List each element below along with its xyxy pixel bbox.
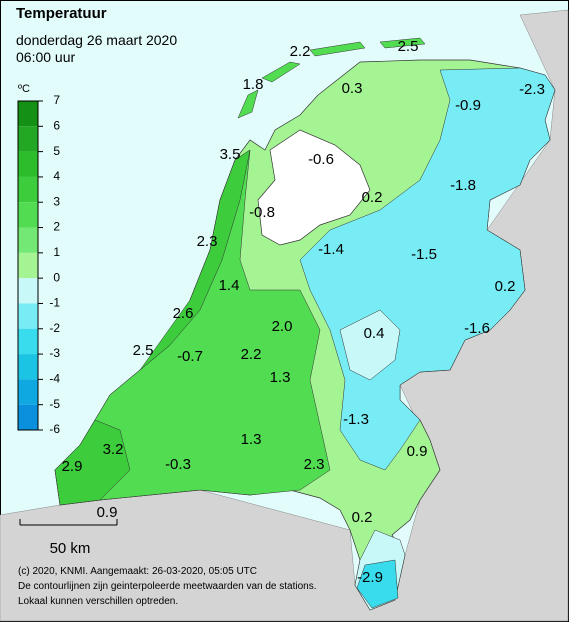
station-value: 2.9 bbox=[62, 458, 83, 475]
islands bbox=[237, 37, 426, 119]
legend-swatch bbox=[18, 328, 38, 355]
station-value: 2.5 bbox=[398, 38, 419, 55]
legend-label: 0 bbox=[53, 270, 60, 284]
station-value: -0.3 bbox=[165, 456, 191, 473]
warm-zone bbox=[54, 419, 131, 506]
warm-zone bbox=[139, 149, 251, 371]
legend-swatch bbox=[18, 278, 38, 304]
scale-label: 50 km bbox=[50, 540, 91, 557]
station-value: 0.3 bbox=[342, 80, 363, 97]
station-value: -0.8 bbox=[249, 204, 275, 221]
legend-label: -6 bbox=[49, 422, 60, 436]
station-value: -0.7 bbox=[177, 348, 203, 365]
station-value: -1.8 bbox=[450, 177, 476, 194]
cold-zone bbox=[356, 559, 399, 609]
legend-swatch bbox=[18, 379, 38, 405]
title: Temperatuur bbox=[16, 5, 107, 22]
station-value: -2.9 bbox=[357, 569, 383, 586]
footer: (c) 2020, KNMI. Aangemaakt: 26-03-2020, … bbox=[18, 566, 257, 577]
legend-label: -3 bbox=[49, 346, 60, 360]
footer: De contourlijnen zijn geinterpoleerde me… bbox=[18, 581, 317, 592]
legend-swatch bbox=[18, 404, 38, 430]
station-value: 0.2 bbox=[362, 189, 383, 206]
station-value: -0.6 bbox=[308, 151, 334, 168]
station-value: 2.0 bbox=[272, 318, 293, 335]
legend-unit: ºC bbox=[18, 83, 30, 95]
legend-label: 5 bbox=[53, 144, 60, 158]
station-value: 2.3 bbox=[304, 456, 325, 473]
legend-label: -5 bbox=[49, 397, 60, 411]
station-value: 2.2 bbox=[241, 346, 262, 363]
legend-label: 7 bbox=[53, 93, 60, 107]
station-value: 3.2 bbox=[103, 441, 124, 458]
station-value: 2.3 bbox=[197, 233, 218, 250]
station-value: 1.3 bbox=[270, 369, 291, 386]
station-value: 3.5 bbox=[220, 146, 241, 163]
station-value: 0.9 bbox=[97, 504, 118, 521]
station-value: 1.8 bbox=[243, 76, 264, 93]
legend-label: 6 bbox=[53, 118, 60, 132]
legend-label: 1 bbox=[53, 245, 60, 259]
legend-swatch bbox=[18, 151, 38, 177]
lake bbox=[257, 129, 371, 246]
legend-label: 2 bbox=[53, 220, 60, 234]
station-value: -0.9 bbox=[455, 97, 481, 114]
footer: Lokaal kunnen verschillen optreden. bbox=[18, 596, 178, 607]
station-value: 1.4 bbox=[219, 277, 240, 294]
legend-frame bbox=[17, 100, 39, 431]
legend-swatch bbox=[18, 227, 38, 253]
legend-label: -2 bbox=[49, 321, 60, 335]
date: donderdag 26 maart 2020 bbox=[16, 32, 177, 48]
station-value: 0.9 bbox=[407, 443, 428, 460]
station-value: 0.2 bbox=[352, 509, 373, 526]
legend-swatch bbox=[18, 354, 38, 380]
station-value: 0.4 bbox=[364, 325, 385, 342]
time: 06:00 uur bbox=[16, 49, 75, 65]
cool-zone bbox=[339, 309, 401, 381]
station-value: 1.3 bbox=[241, 431, 262, 448]
legend-swatch bbox=[18, 101, 38, 127]
legend-swatch bbox=[18, 303, 38, 329]
legend-label: 4 bbox=[53, 169, 60, 183]
station-value: -1.4 bbox=[318, 241, 344, 258]
station-value: 2.5 bbox=[133, 342, 154, 359]
station-value: 2.6 bbox=[173, 305, 194, 322]
station-value: 2.2 bbox=[290, 43, 311, 60]
warm-zone bbox=[54, 149, 331, 506]
legend-label: 3 bbox=[53, 194, 60, 208]
legend-swatch bbox=[18, 202, 38, 228]
station-value: 0.2 bbox=[495, 278, 516, 295]
legend-label: -4 bbox=[49, 372, 60, 386]
station-value: -1.6 bbox=[464, 320, 490, 337]
station-value: -2.3 bbox=[519, 81, 545, 98]
legend-swatch bbox=[18, 252, 38, 279]
legend-swatch bbox=[18, 126, 38, 152]
station-value: -1.5 bbox=[411, 246, 437, 263]
station-value: -1.3 bbox=[343, 411, 369, 428]
legend-label: -1 bbox=[49, 296, 60, 310]
legend-swatch bbox=[18, 176, 38, 203]
